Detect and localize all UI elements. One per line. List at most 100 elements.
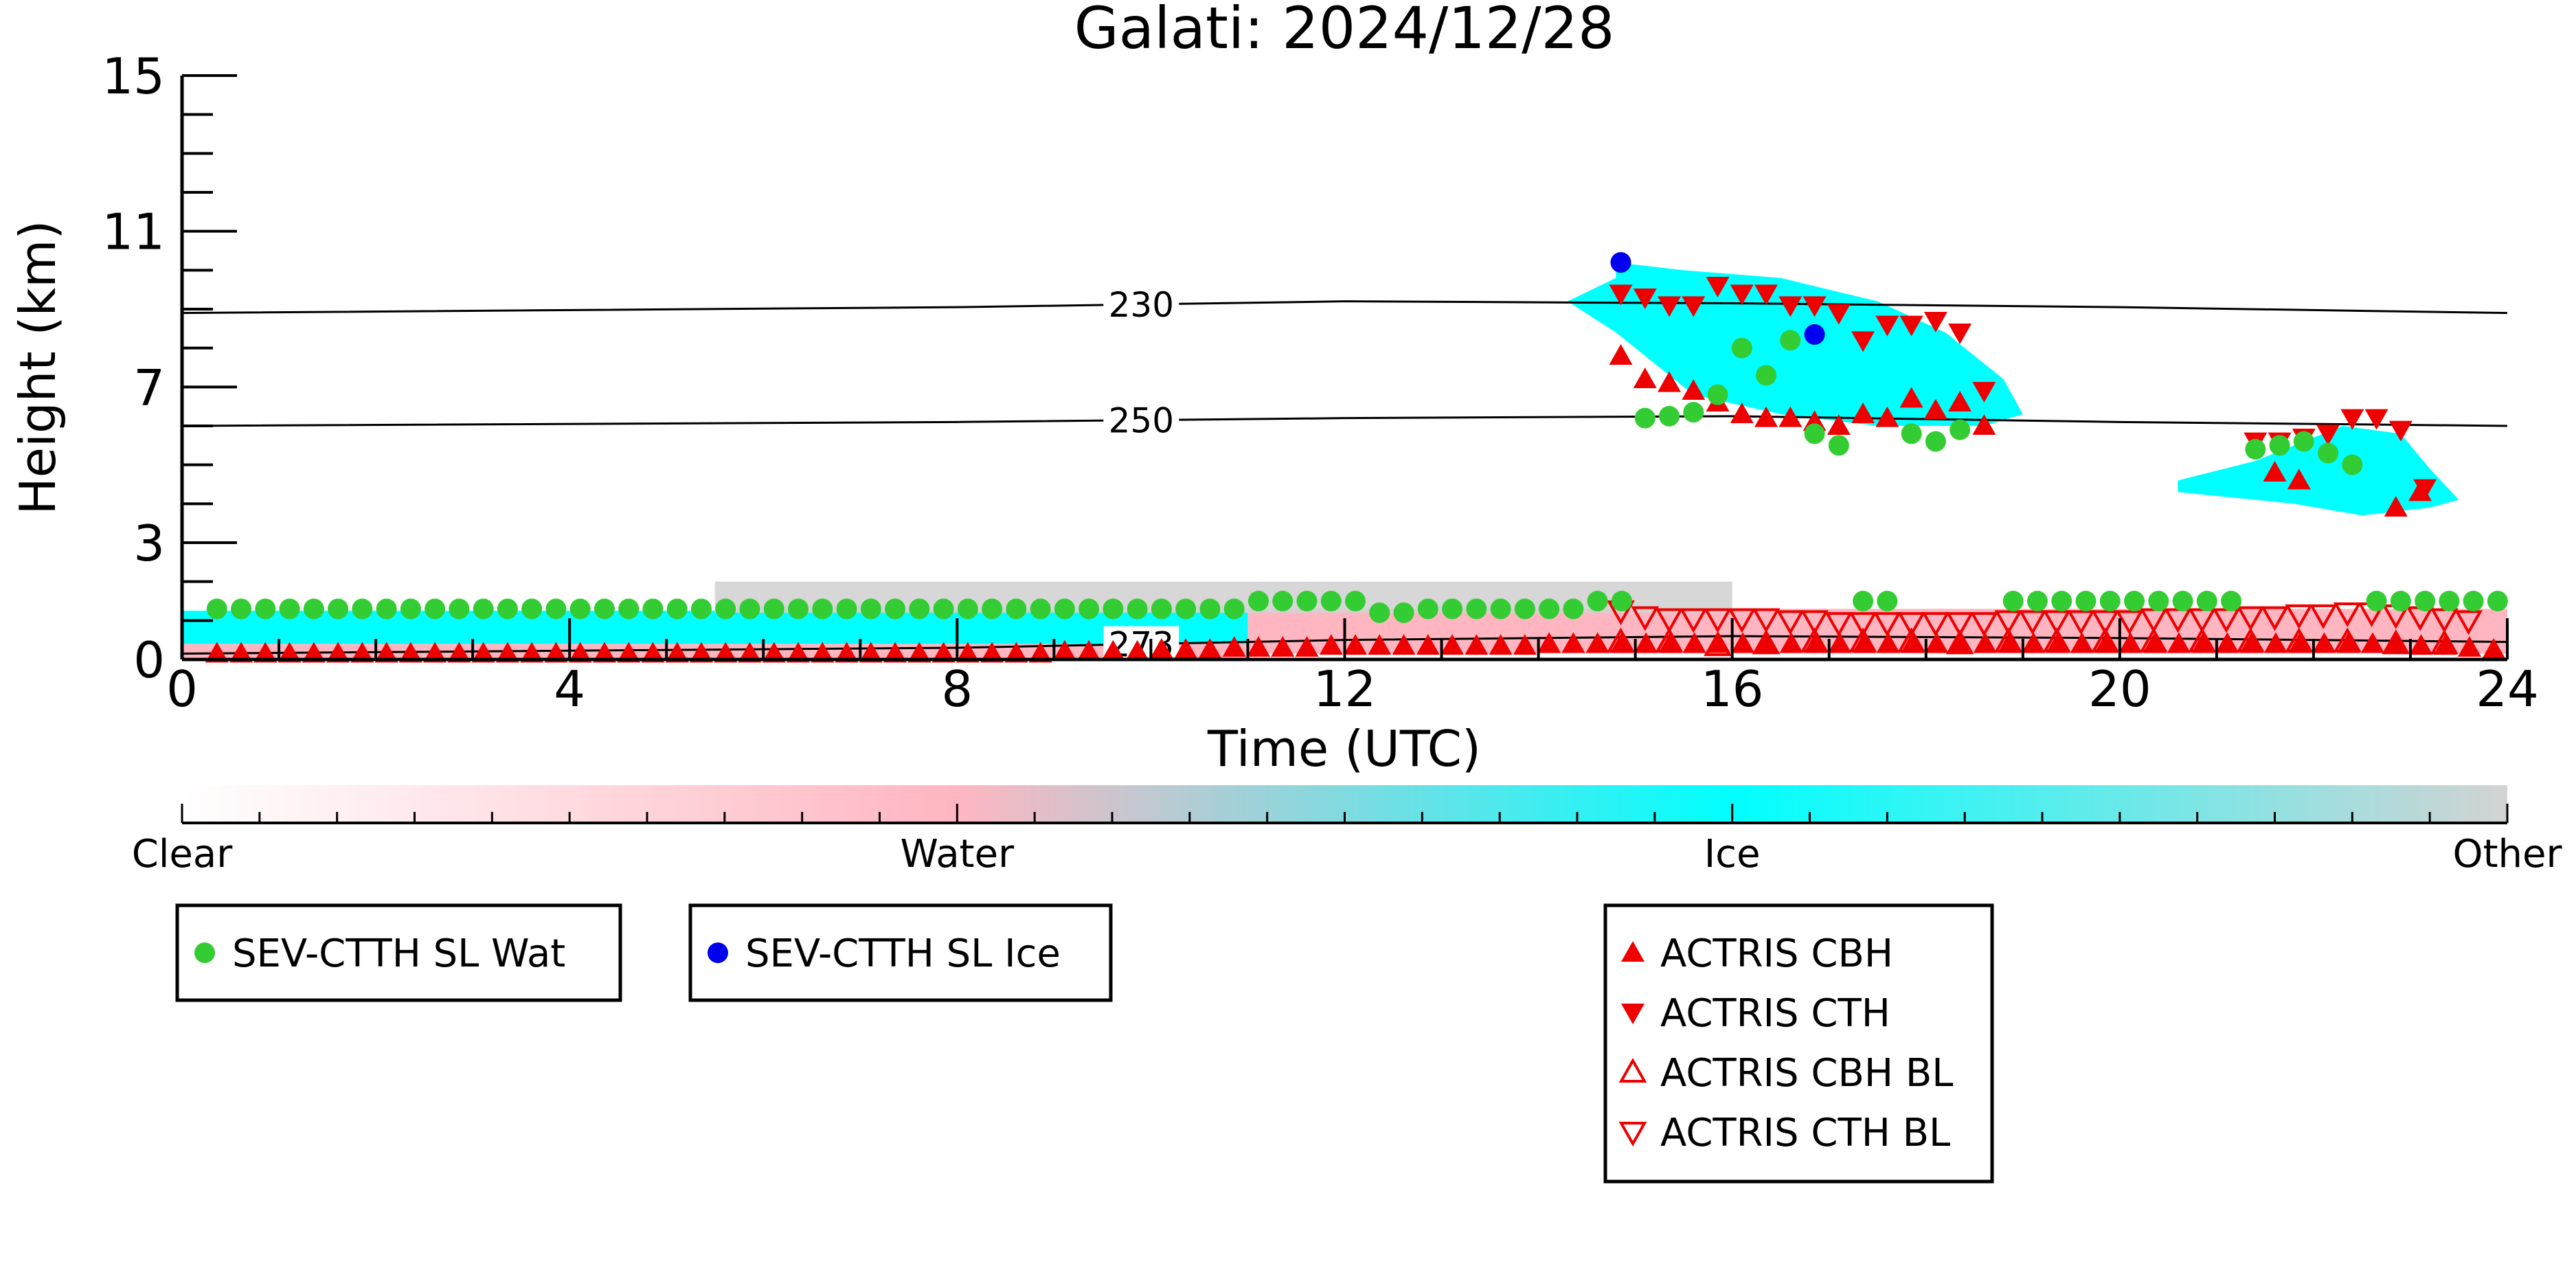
actris-cbh-bl-point-7: [1945, 629, 1974, 655]
actris-cth-bl-point-9: [1824, 612, 1853, 637]
legend-box-1: SEV-CTTH SL Ice: [688, 903, 1113, 1002]
actris-cbh-bl-point-13: [2236, 627, 2265, 653]
actris-cbh-point-14: [544, 642, 568, 663]
actris-cbh-point-25: [811, 642, 835, 663]
actris-cbh-point-33: [1004, 642, 1028, 663]
actris-cbh-point-60: [1658, 632, 1682, 653]
sev-ctth-sl-wat-point-49: [1393, 602, 1414, 623]
actris-cth-point-12: [1899, 315, 1923, 337]
sev-ctth-sl-wat-point-6: [352, 598, 373, 620]
actris-cbh-point-91: [2409, 634, 2433, 655]
actris-cth-bl-point-4: [1704, 608, 1732, 633]
actris-cth-bl-point-7: [1776, 610, 1805, 635]
sev-ctth-sl-wat-point-59: [1634, 407, 1656, 429]
actris-cth-point-20: [2340, 409, 2364, 430]
actris-cth-bl-point-13: [1921, 612, 1950, 637]
sev-ctth-sl-wat-point-48: [1369, 602, 1390, 623]
sev-ctth-sl-wat-point-20: [690, 598, 712, 620]
colorbar-label-other: Other: [2452, 832, 2562, 877]
actris-cbh-bl-point-0: [1607, 627, 1635, 653]
actris-cbh-point-65: [1779, 632, 1803, 653]
sev-ctth-sl-wat-point-14: [545, 598, 567, 620]
y-tick-label-7: 7: [133, 359, 165, 416]
x-axis-label: Time (UTC): [1207, 720, 1481, 778]
actris-cbh-point-16: [592, 642, 616, 663]
legend-label-sev-ctth-sl-wat: SEV-CTTH SL Wat: [232, 931, 565, 976]
actris-cbh-bl-point-5: [1849, 627, 1877, 653]
actris-cth-point-13: [1923, 312, 1947, 332]
actris-cbh-point-94: [2482, 637, 2506, 659]
actris-cth-point-9: [1827, 304, 1851, 325]
actris-cbh-bl-point-12: [2188, 627, 2217, 653]
x-tick-label-24: 24: [2476, 660, 2539, 718]
sev-ctth-sl-wat-point-13: [521, 598, 543, 620]
sev-ctth-sl-wat-point-86: [2318, 442, 2339, 464]
isotherm-label-bg: [1103, 402, 1179, 438]
series-markers: [205, 252, 2508, 663]
actris-cbh-point-21: [714, 642, 738, 663]
actris-cbh-bl-point-10: [2091, 627, 2120, 653]
actris-cth-point-6: [1754, 284, 1778, 306]
actris-cbh-point-45: [1295, 636, 1319, 657]
sev-ctth-sl-wat-point-0: [206, 598, 227, 620]
actris-cbh-point-105: [1851, 403, 1875, 423]
sev-ctth-sl-wat-point-8: [400, 598, 421, 620]
sev-ctth-sl-wat-point-54: [1514, 598, 1535, 620]
sev-ctth-sl-wat-point-17: [618, 598, 640, 620]
actris-cbh-bl-point-14: [2285, 627, 2314, 653]
actris-cbh-point-95: [1609, 344, 1633, 365]
sev-ctth-sl-wat-point-51: [1442, 598, 1463, 620]
actris-cbh-point-11: [471, 642, 495, 663]
actris-cbh-point-86: [2288, 632, 2312, 653]
axes: 0 3 7 11 15 0 4 8 12 16 20 24: [102, 47, 2538, 718]
actris-cbh-point-63: [1731, 632, 1755, 653]
sev-ctth-sl-ice-point-1: [1804, 324, 1825, 345]
legend-frame: [1603, 903, 1994, 1184]
actris-cth-point-14: [1948, 324, 1972, 344]
sev-ctth-sl-wat-point-30: [933, 598, 954, 620]
chart-title: Galati: 2024/12/28: [1074, 0, 1615, 62]
actris-cbh-point-7: [374, 642, 398, 663]
sev-ctth-sl-wat-point-45: [1296, 591, 1318, 611]
actris-cbh-point-90: [2385, 632, 2409, 653]
sev-ctth-sl-wat-point-90: [2415, 591, 2436, 611]
actris-cbh-point-35: [1052, 640, 1076, 661]
isotherm-273: [182, 635, 2507, 655]
actris-cth-point-11: [1875, 315, 1899, 337]
sev-ctth-sl-wat-point-18: [642, 598, 664, 620]
colorbar: Clear Water Ice Other: [132, 785, 2562, 877]
sev-ctth-sl-wat-point-55: [1539, 598, 1560, 620]
actris-cbh-bl-point-2: [1704, 631, 1732, 657]
actris-cbh-bl-point-6: [1897, 627, 1926, 653]
legend-label-actris-cbh: ACTRIS CBH: [1660, 931, 1893, 976]
actris-cth-bl-point-11: [1873, 612, 1901, 637]
actris-cbh-point-70: [1901, 632, 1925, 653]
sev-ctth-sl-wat-point-1: [231, 598, 252, 620]
actris-cth-bl-point-16: [1994, 610, 2023, 635]
actris-cbh-point-89: [2360, 632, 2384, 653]
actris-cbh-point-111: [2263, 461, 2287, 482]
actris-cbh-point-18: [641, 642, 665, 663]
actris-cbh-point-49: [1392, 634, 1416, 655]
sev-ctth-sl-wat-point-87: [2342, 454, 2363, 475]
actris-cbh-point-58: [1609, 632, 1634, 653]
actris-cbh-point-69: [1876, 632, 1900, 653]
actris-cbh-point-81: [2167, 632, 2191, 653]
sev-ctth-sl-wat-point-39: [1151, 598, 1172, 620]
sev-ctth-sl-wat-point-78: [2123, 591, 2145, 611]
actris-cbh-point-77: [2070, 632, 2094, 653]
sev-ctth-sl-wat-point-29: [909, 598, 930, 620]
sev-ctth-sl-wat-point-10: [449, 598, 470, 620]
actris-cbh-point-20: [689, 642, 713, 663]
actris-cbh-point-110: [1972, 414, 1996, 435]
actris-cth-bl-point-5: [1728, 608, 1756, 633]
sev-ctth-sl-wat-point-69: [1877, 591, 1898, 611]
actris-cbh-point-67: [1828, 632, 1852, 653]
actris-cbh-point-27: [859, 642, 883, 663]
y-tick-label-11: 11: [102, 203, 165, 261]
actris-cbh-point-46: [1319, 634, 1343, 655]
actris-cbh-point-10: [447, 642, 471, 663]
actris-cth-point-2: [1657, 296, 1681, 317]
sev-ctth-sl-wat-point-67: [1828, 435, 1849, 456]
actris-cbh-point-71: [1925, 632, 1949, 653]
